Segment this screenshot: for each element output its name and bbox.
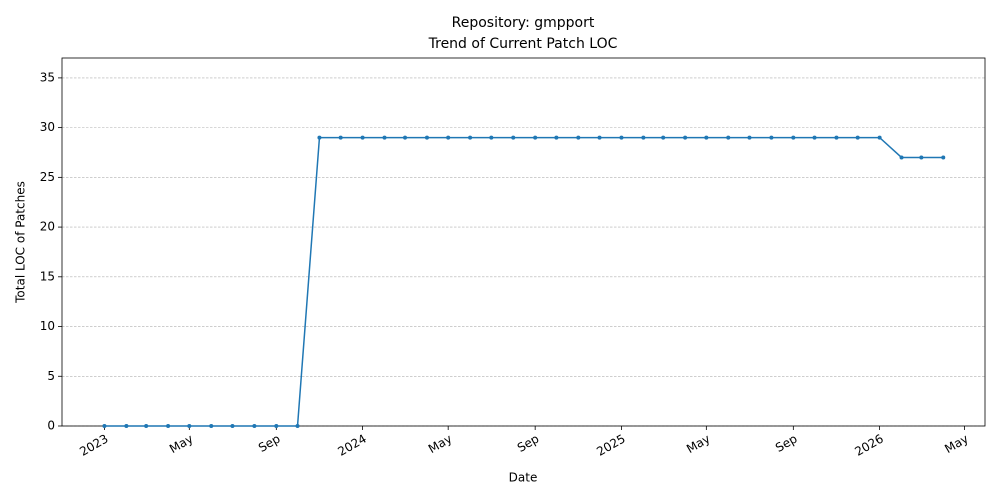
data-point (791, 135, 796, 140)
data-point (360, 135, 365, 140)
data-point (641, 135, 646, 140)
data-point (704, 135, 709, 140)
data-point (252, 424, 257, 428)
x-tick-label: May (942, 432, 970, 457)
data-point (576, 135, 581, 140)
y-tick-label: 15 (40, 269, 55, 283)
data-point (424, 135, 429, 140)
data-point (124, 424, 129, 428)
data-point (726, 135, 731, 140)
y-axis-label: Total LOC of Patches (14, 181, 28, 304)
y-tick-label: 10 (40, 319, 55, 333)
data-point (941, 155, 946, 160)
x-tick-label: May (684, 432, 712, 457)
data-point (317, 135, 322, 140)
data-point (899, 155, 904, 160)
data-point (619, 135, 624, 140)
data-point (403, 135, 408, 140)
data-line (104, 136, 944, 427)
data-point (554, 135, 559, 140)
plot-frame (61, 57, 986, 427)
x-tick-label: 2024 (335, 432, 368, 459)
data-point (747, 135, 752, 140)
data-point (230, 424, 235, 428)
data-point (102, 424, 107, 428)
y-tick-label: 35 (40, 70, 55, 84)
data-point (446, 135, 451, 140)
y-tick-label: 20 (40, 220, 55, 234)
data-point (661, 135, 666, 140)
data-point (382, 135, 387, 140)
data-point (511, 135, 516, 140)
x-tick-label: Sep (256, 432, 283, 455)
x-tick-label: Sep (773, 432, 800, 455)
data-point (769, 135, 774, 140)
data-point (187, 424, 192, 428)
x-tick-label: May (167, 432, 195, 457)
data-point (144, 424, 149, 428)
x-tick-label: May (426, 432, 454, 457)
y-tick-label: 25 (40, 170, 55, 184)
data-point (533, 135, 538, 140)
data-point (597, 135, 602, 140)
x-tick-label: 2023 (77, 432, 110, 459)
data-point (489, 135, 494, 140)
x-axis-label: Date (509, 471, 538, 485)
data-point (877, 135, 882, 140)
data-point (812, 135, 817, 140)
y-tick-label: 0 (47, 419, 55, 433)
data-point (683, 135, 688, 140)
data-point (295, 424, 300, 428)
data-point (274, 424, 279, 428)
data-point (468, 135, 473, 140)
data-point (338, 135, 343, 140)
x-tick-label: 2025 (594, 432, 627, 459)
x-tick-label: Sep (515, 432, 542, 455)
y-tick-label: 30 (40, 120, 55, 134)
data-point (855, 135, 860, 140)
chart-subtitle: Trend of Current Patch LOC (428, 36, 618, 52)
x-tick-label: 2026 (852, 432, 885, 459)
data-point (166, 424, 171, 428)
data-point (209, 424, 214, 428)
y-tick-label: 5 (47, 369, 55, 383)
data-point (919, 155, 924, 160)
data-point (834, 135, 839, 140)
chart-title: Repository: gmpport (452, 15, 595, 31)
